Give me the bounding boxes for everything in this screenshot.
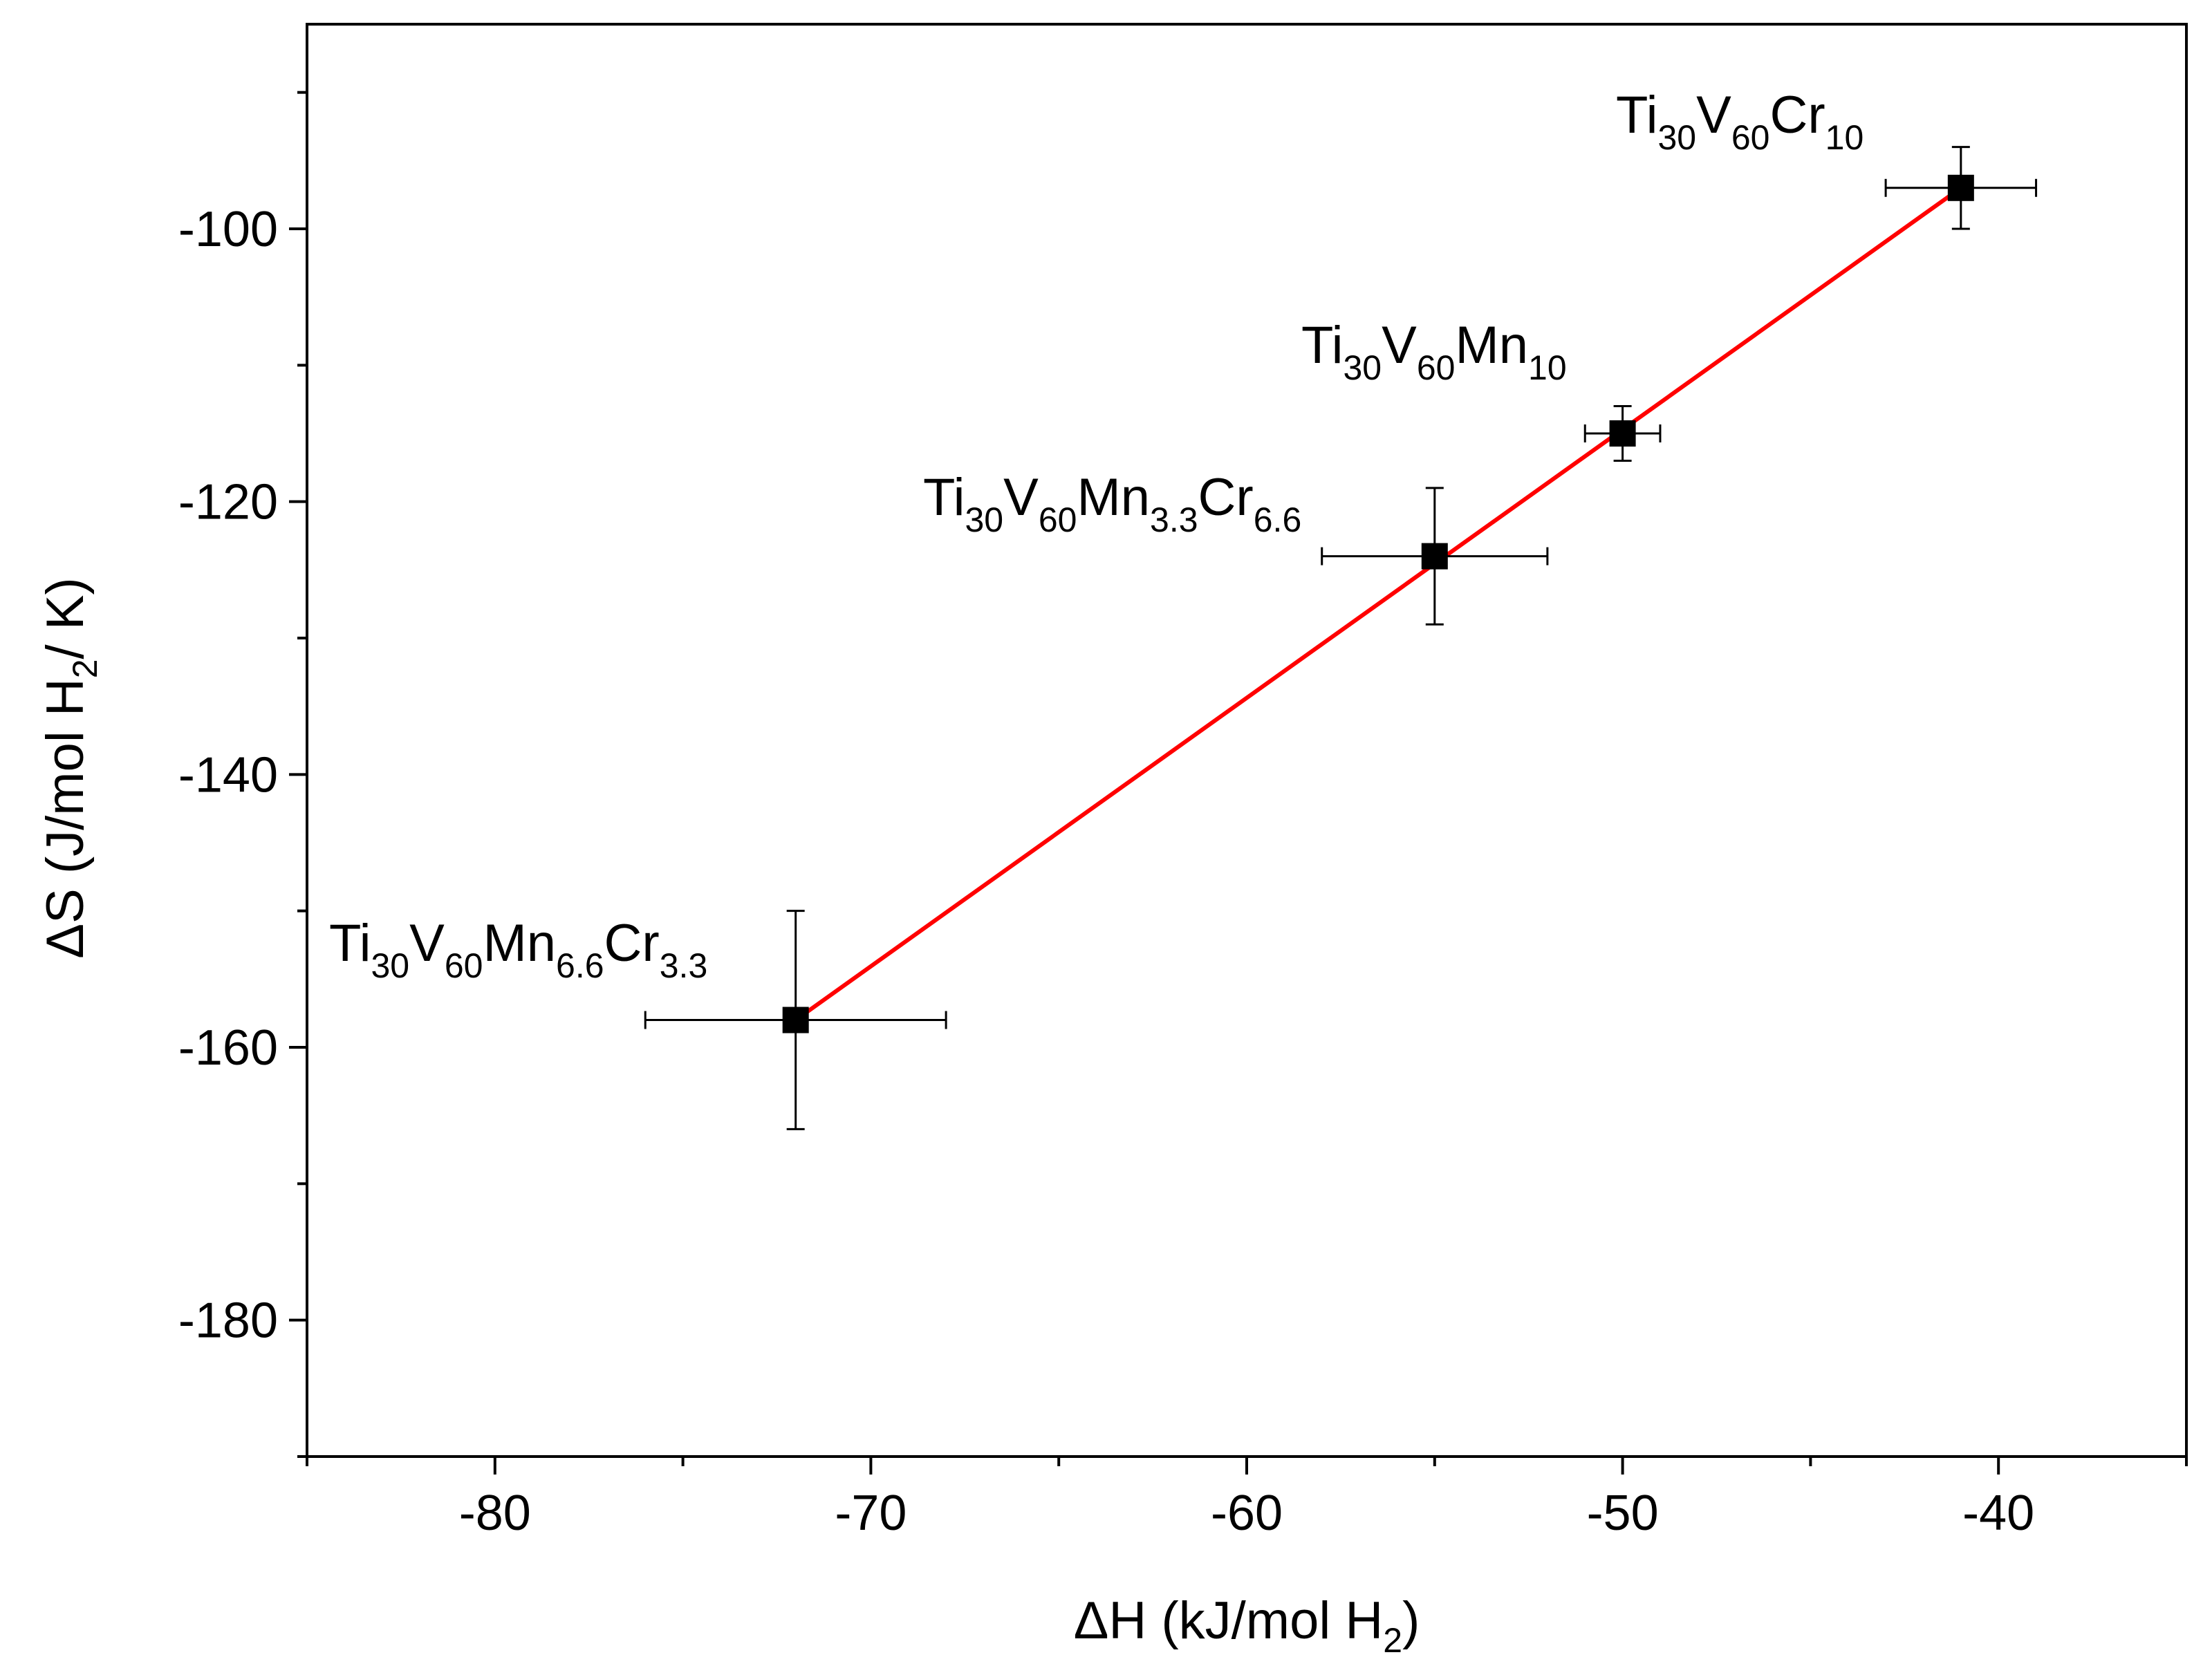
label-subscript: 30 <box>1658 118 1697 157</box>
label-subscript: 6.6 <box>1254 500 1302 539</box>
point-label: Ti30V60Mn3.3Cr6.6 <box>923 468 1301 539</box>
x-tick-label: -60 <box>1211 1486 1283 1541</box>
point-label: Ti30V60Mn10 <box>1301 316 1567 387</box>
data-point <box>782 1007 809 1033</box>
y-axis-title: ΔS (J/mol H2/ K) <box>36 577 104 959</box>
x-axis-title-main: ΔH (kJ/mol H <box>1074 1591 1384 1650</box>
label-subscript: 60 <box>1417 348 1456 387</box>
y-tick-label: -100 <box>178 202 278 257</box>
label-element: V <box>1696 86 1731 144</box>
label-element: Ti <box>329 914 371 973</box>
label-subscript: 3.3 <box>660 946 708 985</box>
y-tick-label: -120 <box>178 475 278 530</box>
label-element: V <box>1382 316 1417 375</box>
label-element: Mn <box>1455 316 1528 375</box>
y-tick-label: -160 <box>178 1020 278 1076</box>
plot-frame <box>306 23 2188 1458</box>
x-axis-title-sub: 2 <box>1383 1621 1402 1660</box>
label-element: Cr <box>1769 86 1825 144</box>
label-subscript: 3.3 <box>1150 500 1198 539</box>
y-axis-title-sub: 2 <box>66 659 104 678</box>
x-tick-label: -70 <box>835 1486 907 1541</box>
point-label: Ti30V60Mn6.6Cr3.3 <box>329 914 707 985</box>
label-subscript: 60 <box>445 946 483 985</box>
label-subscript: 30 <box>371 946 410 985</box>
label-subscript: 6.6 <box>556 946 604 985</box>
label-element: Mn <box>483 914 556 973</box>
data-point <box>1947 174 1974 201</box>
label-element: Ti <box>923 468 965 527</box>
label-element: Ti <box>1301 316 1344 375</box>
label-element: Cr <box>604 914 660 973</box>
x-axis-title: ΔH (kJ/mol H2) <box>1074 1591 1420 1660</box>
fit-line <box>794 186 1962 1022</box>
label-subscript: 30 <box>1344 348 1382 387</box>
y-axis-title-end: / K) <box>36 577 95 659</box>
label-subscript: 10 <box>1528 348 1567 387</box>
label-element: V <box>1003 468 1039 527</box>
label-element: V <box>409 914 445 973</box>
y-axis-title-main: ΔS (J/mol H <box>36 678 95 958</box>
y-tick-label: -140 <box>178 747 278 803</box>
data-point <box>1609 420 1636 447</box>
label-element: Cr <box>1198 468 1254 527</box>
label-subscript: 60 <box>1731 118 1770 157</box>
x-tick-label: -80 <box>459 1486 531 1541</box>
x-tick-label: -50 <box>1587 1486 1659 1541</box>
label-subscript: 30 <box>965 500 1004 539</box>
label-element: Ti <box>1616 86 1658 144</box>
point-label: Ti30V60Cr10 <box>1616 86 1864 157</box>
y-tick-label: -180 <box>178 1293 278 1349</box>
data-point <box>1421 543 1448 570</box>
label-subscript: 60 <box>1039 500 1077 539</box>
label-element: Mn <box>1077 468 1150 527</box>
x-tick-label: -40 <box>1962 1486 2034 1541</box>
x-axis-title-end: ) <box>1402 1591 1420 1650</box>
label-subscript: 10 <box>1825 118 1864 157</box>
